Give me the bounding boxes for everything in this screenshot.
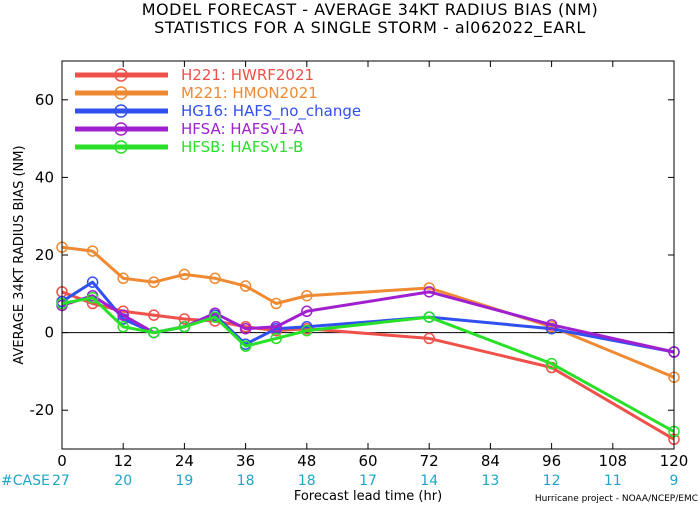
case-count: 14 xyxy=(420,473,438,489)
data-point xyxy=(423,311,435,323)
y-tick-label: -20 xyxy=(30,401,55,419)
data-point xyxy=(270,332,282,345)
data-point xyxy=(117,309,129,321)
data-point xyxy=(423,332,435,345)
data-point xyxy=(423,286,435,298)
data-point xyxy=(545,357,558,370)
data-point xyxy=(148,309,160,321)
data-point xyxy=(117,272,129,285)
data-point xyxy=(270,321,282,333)
data-point xyxy=(86,245,99,257)
x-tick-label: 96 xyxy=(542,452,561,470)
case-count: 9 xyxy=(670,473,679,489)
case-count: 18 xyxy=(298,473,316,489)
y-tick-label: 0 xyxy=(44,324,54,342)
x-tick-label: 24 xyxy=(175,452,194,470)
case-count: 20 xyxy=(114,473,132,489)
x-tick-label: 0 xyxy=(57,452,67,470)
series-line xyxy=(61,290,675,441)
data-point xyxy=(178,268,191,281)
data-point xyxy=(239,340,252,352)
x-tick-label: 84 xyxy=(481,452,500,470)
legend-label: H221: HWRF2021 xyxy=(181,66,314,84)
x-tick-label: 120 xyxy=(660,452,689,470)
legend-label: M221: HMON2021 xyxy=(181,84,318,102)
y-tick-label: 40 xyxy=(35,168,54,186)
x-tick-label: 72 xyxy=(420,452,439,470)
x-tick-label: 12 xyxy=(114,452,133,470)
legend-label: HFSA: HAFSv1-A xyxy=(181,120,304,138)
data-point xyxy=(86,276,99,288)
chart-title: MODEL FORECAST - AVERAGE 34KT RADIUS BIA… xyxy=(141,0,599,19)
data-point xyxy=(239,322,252,335)
chart-subtitle: STATISTICS FOR A SINGLE STORM - al062022… xyxy=(154,18,586,37)
legend-marker xyxy=(114,104,128,118)
plot-frame xyxy=(61,60,675,450)
case-count: 19 xyxy=(175,473,193,489)
data-point xyxy=(301,324,313,337)
x-tick-label: 36 xyxy=(236,452,255,470)
data-point xyxy=(178,321,191,333)
y-tick-label: 20 xyxy=(35,246,54,264)
data-point xyxy=(148,276,160,288)
x-tick-label: 60 xyxy=(358,452,377,470)
case-count: 11 xyxy=(604,473,622,489)
data-point xyxy=(178,313,191,325)
legend-label: HFSB: HAFSv1-B xyxy=(181,138,303,156)
x-tick-label: 48 xyxy=(297,452,316,470)
legend-label: HG16: HAFS_no_change xyxy=(181,102,361,121)
data-point xyxy=(545,319,558,331)
series-line xyxy=(61,290,675,354)
y-axis-label: AVERAGE 34KT RADIUS BIAS (NM) xyxy=(12,145,27,364)
data-point xyxy=(117,321,129,333)
data-point xyxy=(301,289,313,302)
data-point xyxy=(209,311,221,323)
credit-text: Hurricane project - NOAA/NCEP/EMC xyxy=(535,494,698,504)
case-count: 12 xyxy=(543,473,561,489)
legend-marker xyxy=(114,122,128,136)
case-count: 13 xyxy=(481,473,499,489)
legend-marker xyxy=(114,140,128,154)
case-count: 27 xyxy=(52,473,70,489)
case-count: 17 xyxy=(359,473,377,489)
data-point xyxy=(301,305,313,318)
data-point xyxy=(209,272,221,285)
case-count: 18 xyxy=(237,473,255,489)
data-point xyxy=(270,297,282,310)
x-axis-label: Forecast lead time (hr) xyxy=(294,489,442,504)
legend-marker xyxy=(114,68,128,82)
x-tick-label: 108 xyxy=(598,452,627,470)
data-point xyxy=(86,291,99,304)
legend-marker xyxy=(114,86,128,100)
case-label: #CASE xyxy=(1,473,50,489)
series-line xyxy=(61,245,675,379)
data-point xyxy=(239,280,252,292)
y-tick-label: 60 xyxy=(35,91,54,109)
data-point xyxy=(148,326,160,339)
series-line xyxy=(61,296,675,433)
